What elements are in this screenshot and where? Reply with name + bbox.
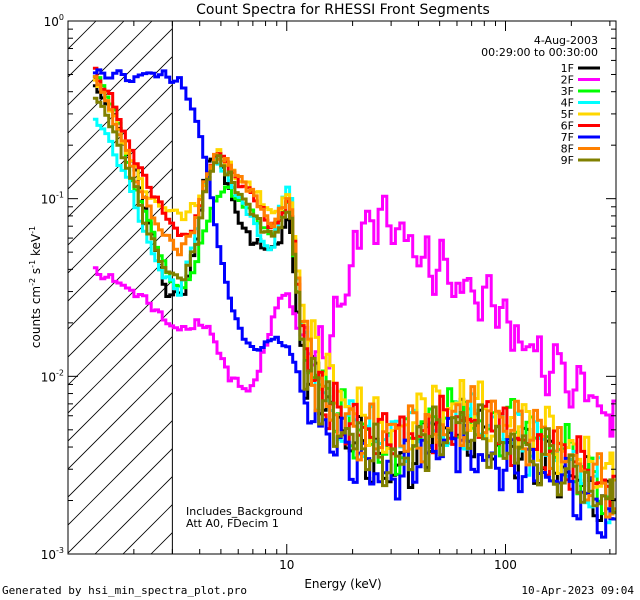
y-tick-label: 10-1 [41, 191, 64, 207]
hatch-line [68, 280, 173, 386]
legend-label-7F: 7F [561, 131, 574, 144]
y-axis-label-base: counts cm [29, 286, 43, 348]
axis-ticks [67, 20, 616, 555]
x-axis-label: Energy (keV) [304, 577, 381, 591]
hatch-line [68, 140, 173, 246]
legend-label-8F: 8F [561, 143, 574, 156]
y-axis-label: counts cm-2 s-1 keV-1 [28, 226, 43, 348]
y-axis-label-mid2: keV [29, 233, 43, 260]
y-axis-label-mid: s [29, 268, 43, 278]
legend-label-2F: 2F [561, 74, 574, 87]
hatch-line [68, 196, 173, 302]
legend-label-5F: 5F [561, 108, 574, 121]
x-tick-label: 100 [494, 558, 517, 572]
series-4F [92, 117, 616, 525]
hatch-line [68, 392, 173, 498]
y-tick-labels: 100 10-1 10-2 10-3 [41, 13, 64, 562]
hatch-line [68, 168, 173, 274]
time-range-label: 00:29:00 to 00:30:00 [481, 46, 598, 59]
hatch-line [68, 224, 173, 330]
hatch-line [68, 84, 173, 190]
chart-title: Count Spectra for RHESSI Front Segments [196, 2, 490, 18]
legend-label-6F: 6F [561, 120, 574, 133]
hatch-line [68, 364, 173, 470]
hatch-line [68, 336, 173, 442]
y-axis-label-sup3: -1 [28, 226, 37, 234]
hatch-line [68, 56, 173, 162]
footer-generated-by: Generated by hsi_min_spectra_plot.pro [2, 584, 248, 597]
x-tick-labels: 10 100 [279, 558, 517, 572]
hatch-line [68, 252, 173, 358]
y-axis-label-sup2: -1 [28, 260, 37, 268]
y-tick-label: 10-2 [41, 368, 64, 384]
annotation-attenuator: Att A0, FDecim 1 [186, 517, 279, 530]
y-tick-label: 10-3 [41, 546, 64, 562]
series-2F [92, 194, 616, 438]
date-label: 4-Aug-2003 [534, 34, 598, 47]
hatch-line [68, 28, 173, 134]
y-tick-label: 100 [44, 13, 64, 29]
plot-frame [67, 20, 617, 555]
legend-label-1F: 1F [561, 62, 574, 75]
legend-label-9F: 9F [561, 154, 574, 167]
hatch-line [68, 448, 173, 554]
footer-timestamp: 10-Apr-2023 09:04 [521, 584, 634, 597]
legend-label-4F: 4F [561, 97, 574, 110]
series-layer [92, 66, 616, 539]
annotation-background: Includes_Background [186, 505, 303, 518]
y-axis-label-sup1: -2 [28, 278, 37, 286]
series-8F [92, 75, 616, 519]
hatch-line [68, 420, 173, 526]
series-9F [92, 96, 616, 514]
legend-label-3F: 3F [561, 85, 574, 98]
x-tick-label: 10 [279, 558, 294, 572]
